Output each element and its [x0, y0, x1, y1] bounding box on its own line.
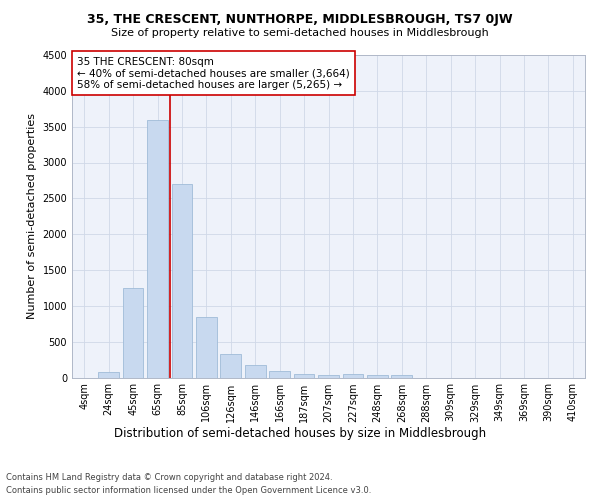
Bar: [147, 120, 168, 378]
Bar: [293, 374, 314, 378]
Text: Distribution of semi-detached houses by size in Middlesbrough: Distribution of semi-detached houses by …: [114, 428, 486, 440]
Bar: [196, 316, 217, 378]
Bar: [318, 376, 339, 378]
Bar: [245, 366, 266, 378]
Text: Size of property relative to semi-detached houses in Middlesbrough: Size of property relative to semi-detach…: [111, 28, 489, 38]
Bar: [343, 374, 364, 378]
Bar: [98, 372, 119, 378]
Text: 35, THE CRESCENT, NUNTHORPE, MIDDLESBROUGH, TS7 0JW: 35, THE CRESCENT, NUNTHORPE, MIDDLESBROU…: [87, 12, 513, 26]
Bar: [269, 371, 290, 378]
Bar: [172, 184, 193, 378]
Bar: [220, 354, 241, 378]
Text: Contains public sector information licensed under the Open Government Licence v3: Contains public sector information licen…: [6, 486, 371, 495]
Bar: [122, 288, 143, 378]
Bar: [367, 374, 388, 378]
Bar: [391, 376, 412, 378]
Y-axis label: Number of semi-detached properties: Number of semi-detached properties: [27, 114, 37, 320]
Text: 35 THE CRESCENT: 80sqm
← 40% of semi-detached houses are smaller (3,664)
58% of : 35 THE CRESCENT: 80sqm ← 40% of semi-det…: [77, 56, 350, 90]
Text: Contains HM Land Registry data © Crown copyright and database right 2024.: Contains HM Land Registry data © Crown c…: [6, 472, 332, 482]
